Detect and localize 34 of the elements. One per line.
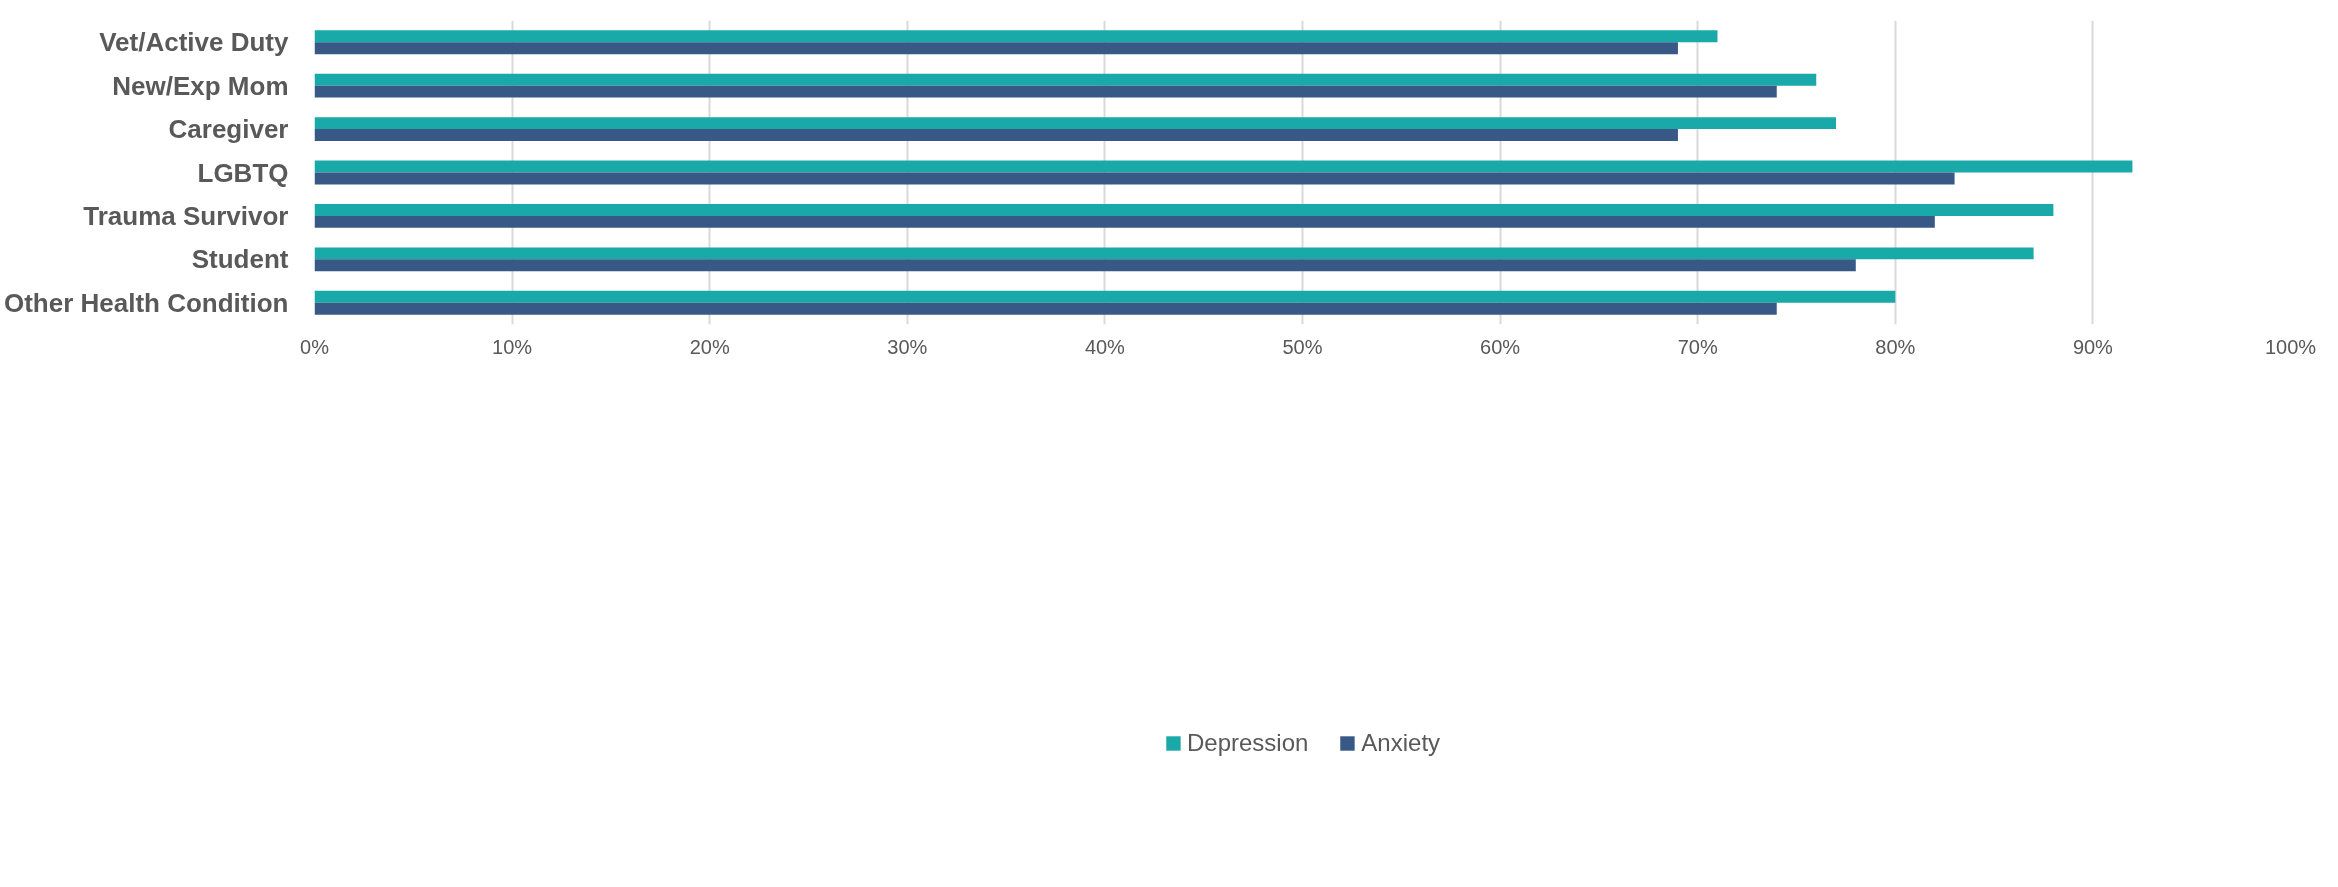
x-tick-label: 10%	[492, 335, 533, 358]
legend-label: Depression	[1186, 729, 1309, 757]
x-tick-label: 100%	[2264, 335, 2317, 358]
bar	[314, 247, 2034, 260]
x-tick-label: 0%	[300, 335, 330, 358]
y-tick-label: Vet/Active Duty	[99, 27, 290, 58]
bar	[314, 73, 1817, 86]
bar	[314, 203, 2054, 216]
bar	[314, 215, 1935, 228]
y-tick-label: New/Exp Mom	[112, 70, 289, 101]
x-tick-label: 90%	[2072, 335, 2114, 358]
y-tick-label: Trauma Survivor	[83, 200, 289, 231]
bar	[314, 85, 1777, 98]
bar	[314, 30, 1718, 43]
y-tick-label: Caregiver	[168, 114, 289, 145]
bar	[314, 290, 1896, 303]
x-tick-label: 30%	[887, 335, 928, 358]
x-tick-label: 70%	[1677, 335, 1718, 358]
x-tick-label: 50%	[1282, 335, 1323, 358]
bar	[314, 302, 1777, 315]
bar	[314, 42, 1678, 55]
x-tick-label: 80%	[1875, 335, 1916, 358]
x-tick-label: 20%	[689, 335, 730, 358]
y-tick-label: Student	[191, 244, 289, 275]
bar	[314, 259, 1856, 272]
x-tick-label: 60%	[1480, 335, 1521, 358]
y-tick-label: LGBTQ	[197, 157, 289, 188]
bar	[314, 160, 2133, 173]
x-tick-label: 40%	[1084, 335, 1126, 358]
bar	[314, 129, 1678, 142]
legend-label: Anxiety	[1361, 729, 1441, 757]
bar	[314, 117, 1837, 130]
y-tick-label: Other Health Condition	[3, 287, 289, 318]
bar	[314, 172, 1955, 185]
